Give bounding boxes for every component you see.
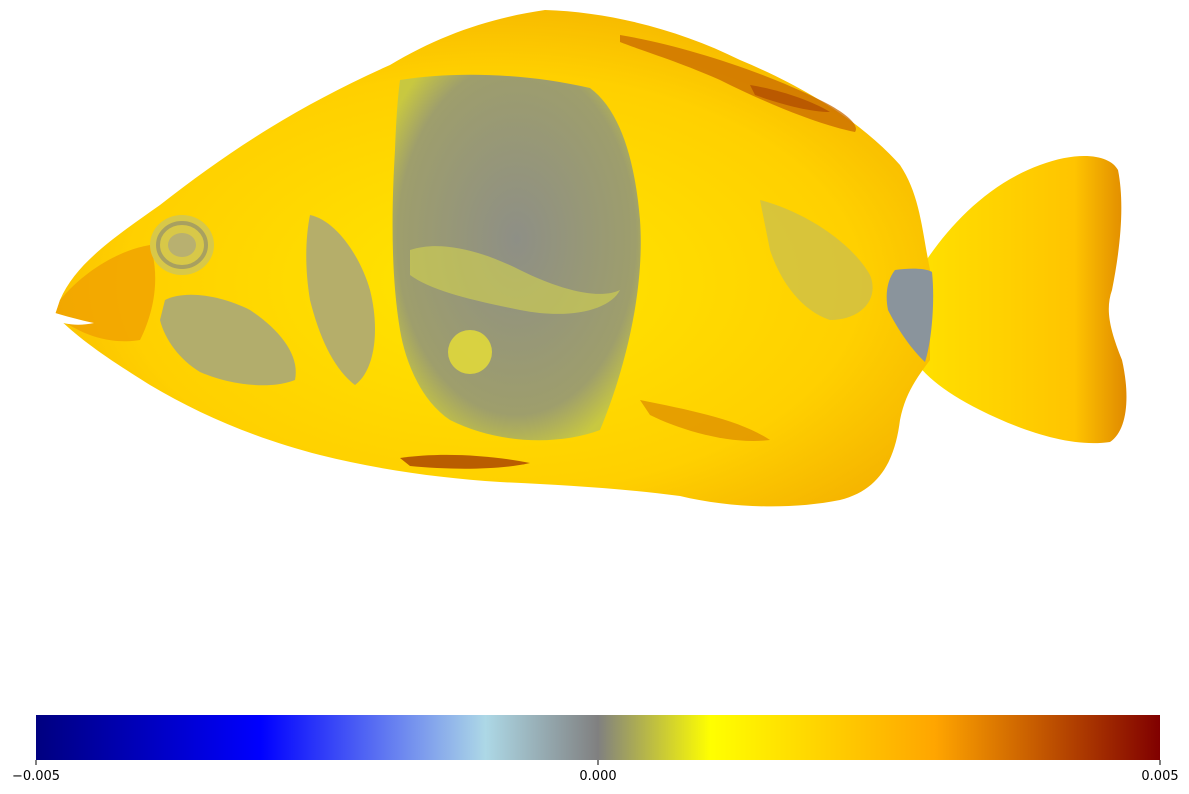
- colorbar-ticks: −0.005 0.000 0.005: [12, 760, 1179, 784]
- band-spot-region: [448, 330, 492, 374]
- colorbar-gradient: [36, 715, 1160, 760]
- colorbar-tick-label: −0.005: [12, 769, 60, 784]
- fish-heatmap: [52, 10, 1126, 506]
- eye-region: [150, 215, 214, 275]
- tail-fin-region: [918, 156, 1126, 443]
- colorbar: −0.005 0.000 0.005: [12, 715, 1179, 784]
- colorbar-tick-label: 0.005: [1141, 769, 1178, 784]
- colorbar-tick-label: 0.000: [579, 769, 616, 784]
